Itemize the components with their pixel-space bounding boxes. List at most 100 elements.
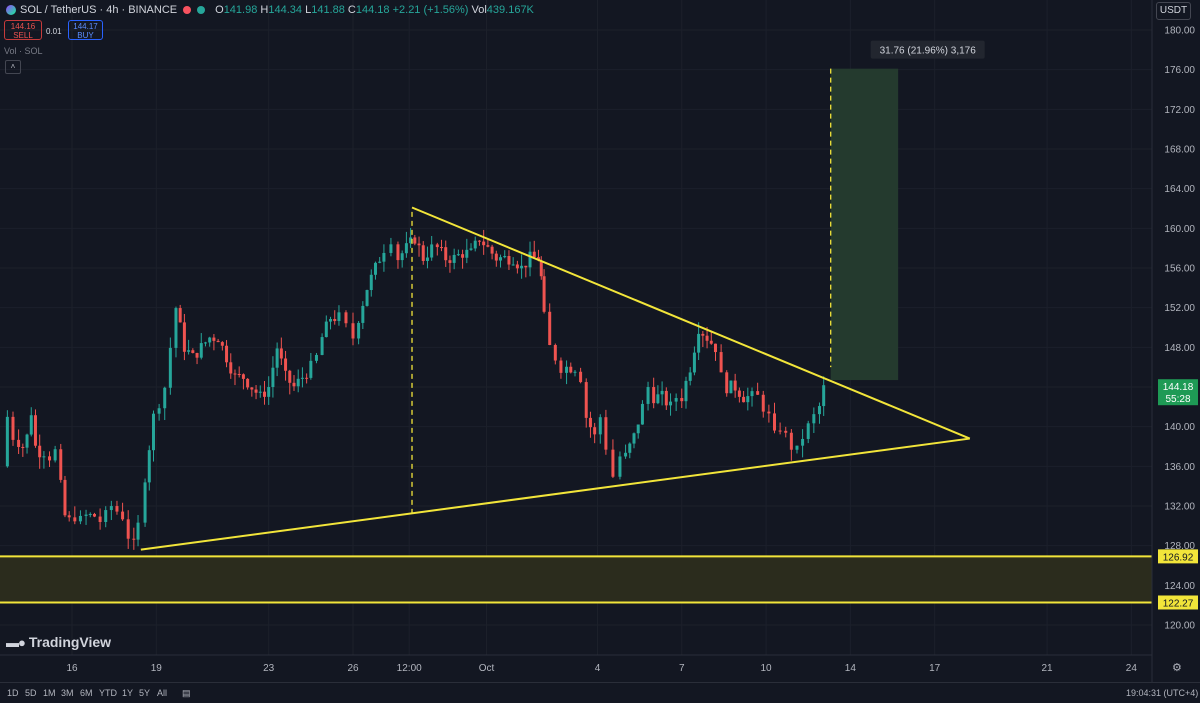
time-axis: 16 19 23 26 12:00 Oct 4 7 10 14 17 21 24 bbox=[0, 654, 1152, 674]
candle bbox=[382, 252, 386, 262]
market-status-icon bbox=[183, 6, 192, 14]
candle bbox=[361, 305, 365, 323]
candle bbox=[288, 370, 292, 383]
candle bbox=[761, 394, 765, 412]
candle bbox=[208, 337, 212, 343]
range-1m[interactable]: 1M bbox=[43, 688, 56, 698]
range-6m[interactable]: 6M bbox=[80, 688, 93, 698]
candle bbox=[435, 244, 439, 248]
candle bbox=[250, 387, 254, 390]
price-tick-label: 160.00 bbox=[1164, 224, 1195, 235]
candle bbox=[593, 427, 597, 435]
candle bbox=[559, 360, 563, 373]
range-1d[interactable]: 1D bbox=[7, 688, 19, 698]
range-3m[interactable]: 3M bbox=[61, 688, 74, 698]
candle bbox=[378, 261, 382, 263]
candle bbox=[168, 347, 172, 388]
settings-icon[interactable]: ⚙ bbox=[1172, 662, 1182, 674]
candle bbox=[750, 391, 754, 397]
candle bbox=[132, 538, 136, 540]
candle bbox=[624, 452, 628, 457]
candle bbox=[369, 274, 373, 291]
candle bbox=[565, 366, 569, 373]
candle bbox=[604, 417, 608, 450]
candle bbox=[778, 430, 782, 432]
sell-button[interactable]: 144.16 SELL bbox=[4, 20, 42, 40]
candle bbox=[705, 335, 709, 341]
candle bbox=[163, 387, 167, 409]
range-ytd[interactable]: YTD bbox=[99, 688, 117, 698]
candle bbox=[195, 352, 199, 358]
symbol-title[interactable]: SOL / TetherUS · 4h · BINANCE bbox=[20, 4, 178, 16]
date-range-icon[interactable]: ▤ bbox=[182, 688, 191, 698]
candle bbox=[817, 406, 821, 415]
candle bbox=[440, 247, 444, 249]
collapse-legend-button[interactable]: ˄ bbox=[5, 60, 21, 74]
price-tick-label: 136.00 bbox=[1164, 462, 1195, 473]
timezone-clock[interactable]: 19:04:31 (UTC+4) bbox=[1126, 688, 1199, 698]
candle bbox=[292, 382, 296, 387]
candle bbox=[115, 506, 119, 512]
zones bbox=[0, 68, 1152, 604]
candle bbox=[733, 380, 737, 391]
candle bbox=[5, 416, 9, 467]
tradingview-logo[interactable]: ▬● TradingView bbox=[6, 634, 112, 650]
candle bbox=[271, 367, 275, 388]
candle bbox=[258, 391, 262, 393]
candle bbox=[63, 479, 67, 516]
buy-button[interactable]: 144.17 BUY bbox=[68, 20, 103, 40]
candle bbox=[697, 333, 701, 353]
candle bbox=[618, 456, 622, 477]
candle bbox=[524, 265, 528, 268]
candle bbox=[29, 415, 33, 435]
level-tag-label: 126.92 bbox=[1163, 552, 1194, 563]
candle bbox=[756, 391, 760, 395]
candle bbox=[746, 396, 750, 403]
range-5d[interactable]: 5D bbox=[25, 688, 37, 698]
candle bbox=[737, 390, 741, 397]
candle bbox=[789, 432, 793, 450]
price-tick-label: 180.00 bbox=[1164, 26, 1195, 37]
candle bbox=[664, 390, 668, 406]
candle bbox=[725, 372, 729, 394]
candle bbox=[719, 352, 723, 373]
candle bbox=[511, 264, 515, 266]
candle bbox=[182, 322, 186, 352]
candle bbox=[126, 519, 130, 539]
measure-label: 31.76 (21.96%) 3,176 bbox=[880, 46, 977, 57]
time-tick-label: 23 bbox=[263, 663, 275, 674]
candle bbox=[452, 254, 456, 263]
candle bbox=[109, 506, 113, 511]
level-tag bbox=[1158, 549, 1198, 564]
candle bbox=[279, 348, 283, 359]
countdown-label: 55:28 bbox=[1165, 394, 1190, 405]
candle bbox=[147, 450, 151, 483]
candle bbox=[344, 312, 348, 324]
candle bbox=[178, 308, 182, 323]
price-tick-label: 132.00 bbox=[1164, 502, 1195, 513]
candle bbox=[692, 352, 696, 373]
legend-header: SOL / TetherUS · 4h · BINANCE O141.98 H1… bbox=[6, 4, 534, 16]
candle bbox=[640, 403, 644, 425]
candle bbox=[17, 439, 21, 447]
candle bbox=[216, 340, 220, 343]
candle bbox=[528, 251, 532, 268]
range-all[interactable]: All bbox=[157, 688, 168, 698]
candle bbox=[67, 515, 71, 518]
candle bbox=[598, 417, 602, 435]
candle bbox=[337, 312, 341, 322]
candle bbox=[267, 387, 271, 397]
range-1y[interactable]: 1Y bbox=[122, 688, 134, 698]
volume-indicator-label[interactable]: Vol · SOL bbox=[4, 46, 43, 56]
candle bbox=[121, 511, 125, 520]
currency-selector[interactable]: USDT bbox=[1156, 2, 1191, 20]
data-status-icon bbox=[197, 6, 206, 14]
candle bbox=[333, 319, 337, 322]
range-5y[interactable]: 5Y bbox=[139, 688, 151, 698]
trendline-upper bbox=[411, 206, 971, 440]
candle bbox=[48, 456, 52, 461]
symbol-icon bbox=[6, 5, 16, 15]
candle bbox=[357, 322, 361, 339]
time-tick-label: 7 bbox=[679, 663, 685, 674]
